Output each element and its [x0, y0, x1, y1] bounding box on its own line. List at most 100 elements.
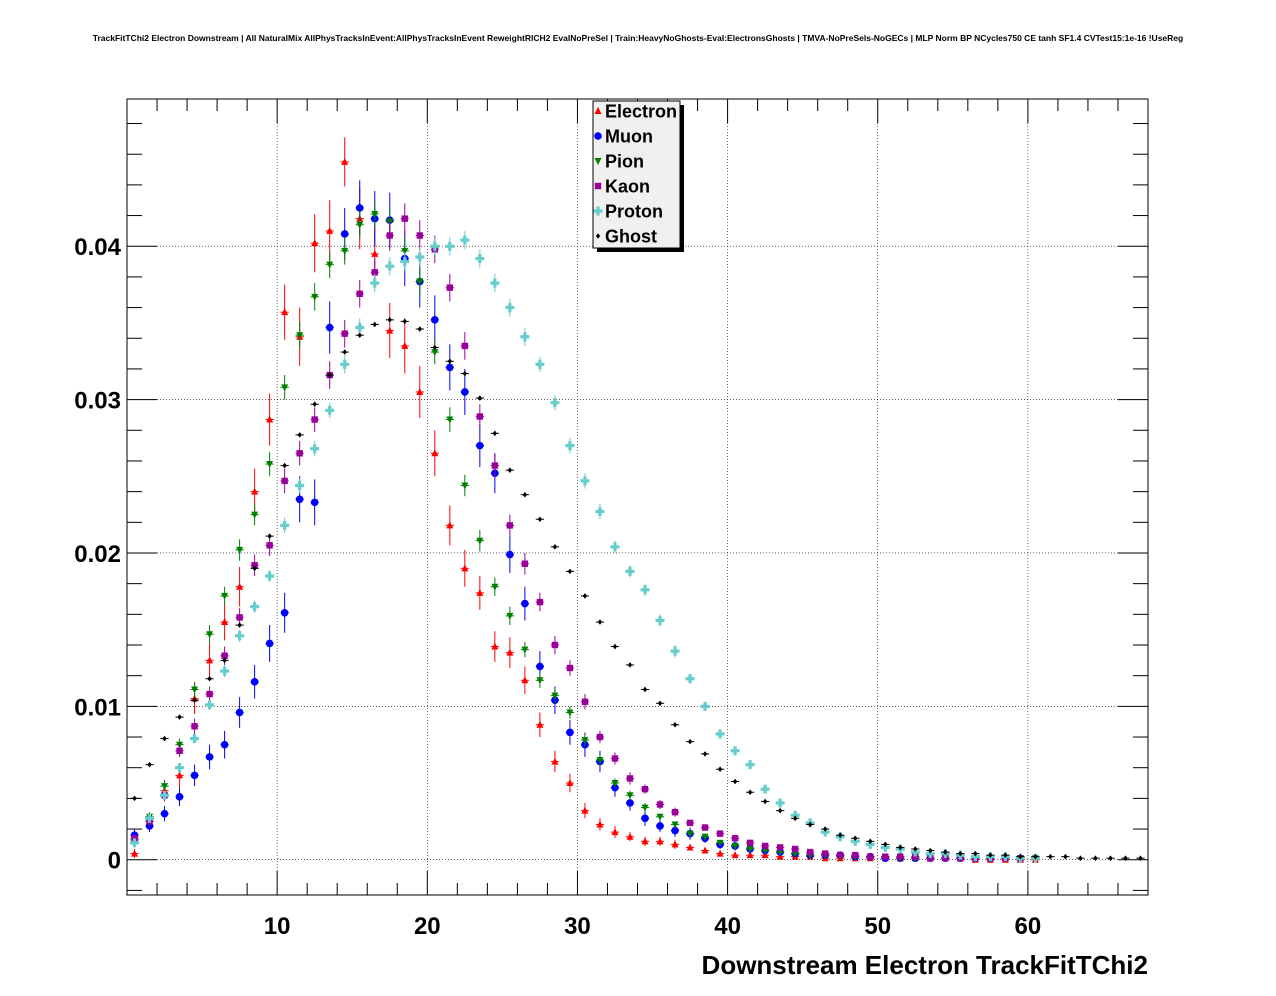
data-point — [521, 646, 529, 654]
y-tick-label: 0 — [108, 848, 121, 875]
data-point — [853, 835, 858, 842]
data-point — [672, 721, 678, 728]
data-point — [897, 853, 904, 860]
data-point — [701, 846, 709, 854]
data-point — [235, 708, 244, 717]
data-point — [191, 686, 199, 694]
series-proton — [130, 230, 1040, 863]
data-point — [1018, 853, 1023, 860]
data-point — [341, 330, 348, 337]
data-point — [776, 844, 784, 851]
data-point — [775, 798, 785, 808]
data-point — [251, 562, 258, 569]
x-tick-label: 50 — [864, 913, 891, 940]
data-point — [521, 560, 529, 567]
data-point — [476, 588, 484, 596]
legend-marker — [594, 158, 602, 165]
data-point — [191, 723, 198, 730]
data-point — [656, 801, 664, 808]
data-point — [342, 349, 347, 355]
data-point — [671, 821, 679, 829]
data-point — [746, 839, 754, 847]
data-point — [461, 342, 469, 350]
data-point — [446, 284, 454, 291]
data-point — [281, 384, 289, 392]
data-point — [550, 398, 560, 408]
data-point — [612, 643, 618, 650]
data-point — [970, 852, 980, 862]
data-point — [132, 795, 137, 802]
data-point — [730, 746, 740, 756]
data-point — [281, 477, 288, 485]
data-point — [747, 789, 753, 796]
data-point — [297, 432, 302, 438]
data-point — [761, 842, 769, 850]
x-tick-label: 30 — [564, 913, 591, 940]
data-point — [566, 728, 574, 737]
data-point — [340, 230, 349, 238]
data-point — [565, 441, 575, 451]
data-point — [415, 252, 425, 262]
data-point — [431, 449, 439, 457]
data-point — [626, 792, 634, 800]
data-point — [295, 480, 305, 490]
data-point — [222, 657, 227, 664]
data-point — [777, 807, 783, 814]
data-point — [837, 832, 843, 838]
data-point — [175, 763, 185, 773]
data-point — [235, 631, 245, 641]
data-point — [850, 836, 860, 846]
data-point — [341, 157, 349, 165]
data-point — [220, 666, 230, 676]
data-point — [656, 837, 664, 845]
axis-ticks — [127, 99, 1149, 895]
data-point — [898, 844, 903, 851]
data-point — [476, 537, 484, 545]
data-point — [192, 697, 197, 704]
data-point — [656, 813, 664, 821]
data-point — [461, 564, 469, 572]
data-point — [252, 565, 257, 572]
data-point — [522, 491, 528, 498]
data-point — [535, 359, 545, 369]
legend-item-muon: Muon — [594, 127, 653, 147]
data-point — [236, 546, 244, 554]
data-point — [147, 761, 152, 768]
data-point — [250, 602, 260, 612]
data-point — [447, 358, 453, 365]
tick-labels: 10 20 30 40 50 60 0 0.01 0.02 0.03 0.04 — [74, 234, 1041, 940]
data-point — [130, 838, 140, 848]
series-layer — [130, 137, 1145, 863]
legend-label: Muon — [605, 127, 653, 147]
data-point — [836, 851, 844, 859]
data-point — [655, 615, 665, 625]
data-point — [251, 487, 259, 495]
data-point — [687, 738, 693, 745]
data-point — [372, 321, 377, 328]
legend-marker — [594, 132, 602, 140]
data-point — [791, 845, 799, 853]
data-point — [868, 838, 873, 845]
series-muon — [130, 180, 995, 862]
series-pion — [130, 200, 1040, 863]
legend-item-electron: Electron — [594, 102, 677, 122]
data-point — [446, 521, 454, 529]
data-point — [581, 806, 589, 814]
data-point — [356, 290, 363, 297]
data-point — [657, 700, 663, 707]
data-point — [566, 664, 574, 672]
data-point — [611, 780, 619, 788]
data-point — [387, 317, 392, 323]
data-point — [625, 566, 635, 576]
data-point — [385, 261, 395, 271]
legend-item-pion: Pion — [594, 152, 644, 172]
data-point — [432, 344, 438, 351]
data-point — [161, 783, 169, 791]
data-point — [430, 241, 440, 251]
data-point — [190, 734, 200, 744]
data-point — [716, 839, 724, 847]
data-point — [265, 571, 275, 581]
data-point — [580, 476, 590, 486]
data-point — [626, 832, 634, 840]
data-point — [745, 760, 755, 770]
